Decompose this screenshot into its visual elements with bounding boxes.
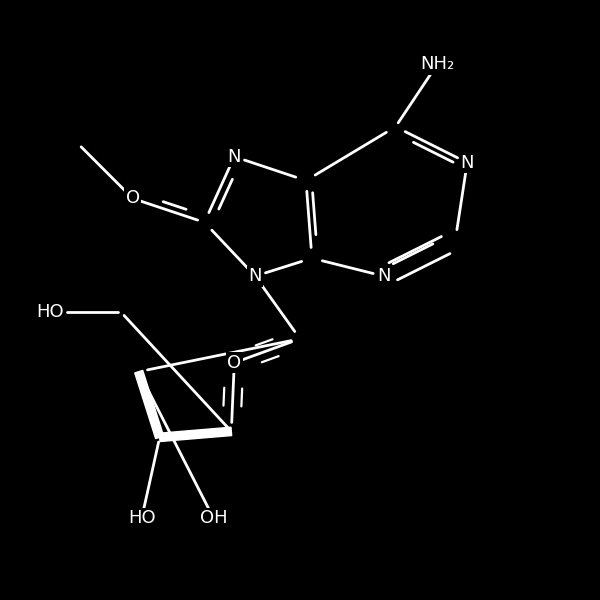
Text: N: N	[227, 148, 241, 166]
Text: N: N	[377, 267, 391, 285]
Text: N: N	[460, 154, 474, 172]
Polygon shape	[135, 370, 164, 439]
Text: NH₂: NH₂	[420, 55, 454, 73]
Polygon shape	[160, 427, 232, 442]
Text: O: O	[126, 190, 140, 208]
Text: O: O	[227, 354, 241, 372]
Text: OH: OH	[200, 509, 227, 527]
Text: HO: HO	[37, 303, 64, 321]
Text: HO: HO	[128, 509, 155, 527]
Text: N: N	[248, 267, 262, 285]
